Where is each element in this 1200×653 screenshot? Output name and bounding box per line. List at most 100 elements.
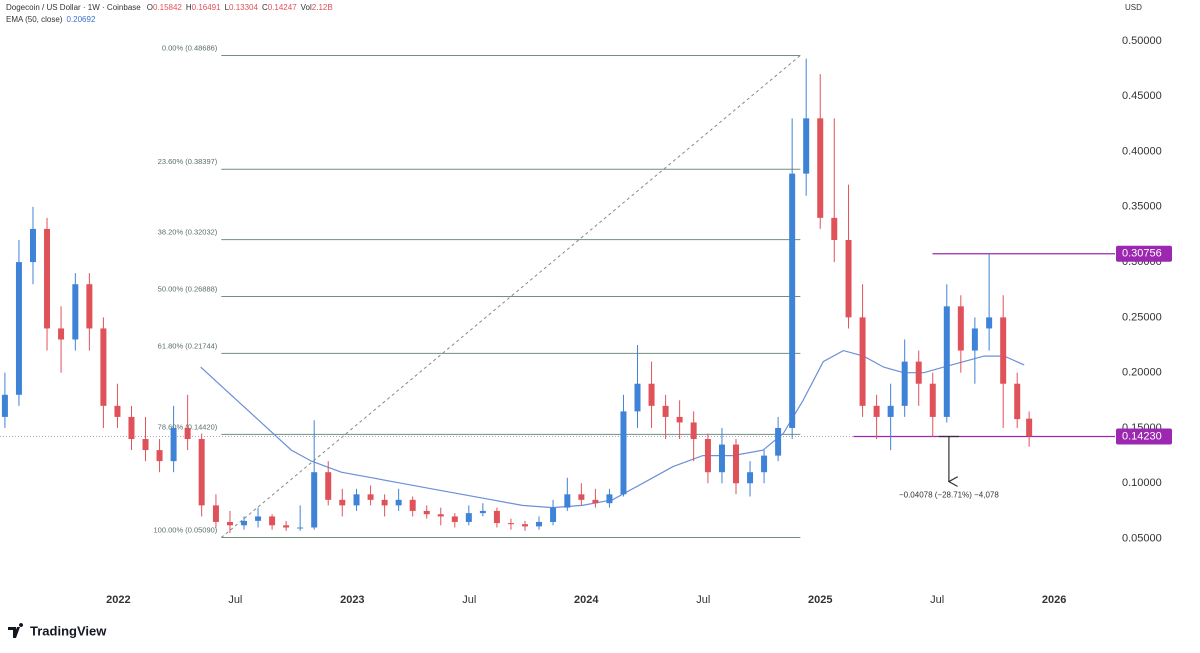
- candle-body: [395, 499, 402, 506]
- header: Dogecoin / US Dollar · 1W · Coinbase O0.1…: [6, 3, 333, 12]
- y-tick-label: 0.50000: [1122, 35, 1162, 47]
- candle-body: [606, 494, 613, 504]
- candle-body: [578, 494, 585, 500]
- candle-body: [269, 516, 276, 526]
- y-tick-label: 0.45000: [1122, 90, 1162, 102]
- candle-body: [718, 444, 725, 473]
- x-tick-label: 2024: [574, 594, 599, 606]
- fib-level-label: 38.20% (0.32032): [158, 228, 218, 237]
- candle-body: [620, 411, 627, 495]
- price-tag: [1116, 245, 1172, 262]
- candle-body: [915, 361, 922, 384]
- candle-body: [564, 494, 571, 508]
- ohlc-label: C: [262, 3, 268, 12]
- y-tick-label: 0.20000: [1122, 367, 1162, 379]
- candle-body: [887, 405, 894, 417]
- candle-body: [817, 118, 824, 218]
- candle-body: [15, 262, 22, 395]
- candle-body: [986, 317, 993, 329]
- fib-level-label: 0.00% (0.48686): [162, 43, 218, 52]
- candle-body: [114, 405, 121, 417]
- candle-body: [521, 524, 528, 527]
- y-tick-label: 0.35000: [1122, 201, 1162, 213]
- candle-body: [775, 427, 782, 456]
- candle-body: [29, 228, 36, 263]
- y-tick-label: 0.25000: [1122, 311, 1162, 323]
- measure-label: −0.04078 (−28.71%) −4,078: [899, 491, 999, 500]
- candle-body: [507, 523, 514, 525]
- brand-name: TradingView: [30, 623, 107, 638]
- candle-body: [437, 514, 444, 517]
- x-tick-label: 2023: [340, 594, 364, 606]
- price-tag: [1116, 428, 1172, 445]
- price-tag-label: 0.14230: [1122, 430, 1162, 442]
- candle-body: [212, 505, 219, 522]
- candle-body: [690, 422, 697, 440]
- ema-line: [200, 349, 1025, 509]
- candle-body: [58, 328, 65, 340]
- candle-body: [409, 499, 416, 511]
- candle-body: [339, 499, 346, 506]
- fib-level-label: 50.00% (0.26888): [158, 284, 218, 293]
- ohlc-label: H: [186, 3, 192, 12]
- candle-body: [929, 383, 936, 417]
- volume-label: Vol: [301, 3, 312, 12]
- fib-level-label: 23.60% (0.38397): [158, 157, 218, 166]
- candle-body: [465, 513, 472, 522]
- candle-body: [72, 284, 79, 340]
- candle-body: [367, 494, 374, 500]
- ohlc-label: O: [147, 3, 153, 12]
- candle-body: [592, 499, 599, 504]
- candle-body: [100, 328, 107, 406]
- candle-body: [311, 472, 318, 528]
- candle-body: [845, 239, 852, 318]
- candle-body: [184, 427, 191, 440]
- high-value: 0.16491: [192, 3, 221, 12]
- candle-body: [381, 499, 388, 506]
- open-value: 0.15842: [153, 3, 182, 12]
- candle-body: [423, 510, 430, 515]
- candle-body: [241, 520, 248, 526]
- candle-body: [662, 405, 669, 417]
- currency: USD: [1125, 3, 1142, 12]
- candle-body: [761, 455, 768, 473]
- candle-body: [676, 416, 683, 423]
- y-tick-label: 0.40000: [1122, 145, 1162, 157]
- candle-body: [226, 521, 233, 526]
- candle-body: [1000, 317, 1007, 384]
- candle-body: [803, 118, 810, 174]
- candle-body: [648, 383, 655, 406]
- y-tick-label: 0.05000: [1122, 532, 1162, 544]
- candle-body: [1014, 383, 1021, 420]
- candle-body: [789, 173, 796, 428]
- x-tick-label: Jul: [228, 594, 242, 606]
- candle-body: [859, 317, 866, 406]
- candle-body: [142, 439, 149, 451]
- candle-body: [325, 472, 332, 500]
- candle-body: [1, 394, 8, 417]
- candle-body: [550, 507, 557, 522]
- candle-body: [704, 439, 711, 473]
- candle-body: [156, 450, 163, 462]
- candle-body: [353, 494, 360, 506]
- candle-body: [901, 361, 908, 406]
- candle-body: [128, 416, 135, 440]
- candle-body: [86, 284, 93, 329]
- candle-body: [873, 405, 880, 417]
- candle-body: [943, 306, 950, 417]
- candle-body: [493, 510, 500, 524]
- candle-body: [198, 439, 205, 506]
- x-tick-label: Jul: [462, 594, 476, 606]
- x-tick-label: 2026: [1042, 594, 1066, 606]
- y-tick-label: 0.10000: [1122, 477, 1162, 489]
- x-tick-label: 2025: [808, 594, 832, 606]
- candle-body: [733, 444, 740, 484]
- ema-value: 0.20692: [66, 15, 95, 24]
- candle-body: [747, 472, 754, 484]
- price-tag-label: 0.30756: [1122, 248, 1162, 260]
- candle-body: [451, 516, 458, 522]
- ema-label: EMA (50, close): [6, 15, 63, 24]
- candle-body: [634, 383, 641, 412]
- candle-body: [971, 328, 978, 351]
